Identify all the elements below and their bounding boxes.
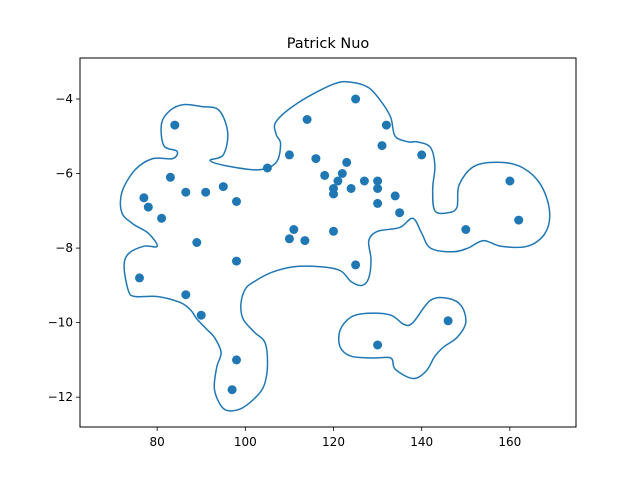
data-point [320, 170, 330, 180]
data-point [329, 189, 338, 199]
data-point [139, 193, 149, 203]
y-tick-label: −10 [48, 316, 73, 330]
data-point [300, 236, 310, 246]
y-tick-label: −4 [55, 92, 73, 106]
data-point [381, 120, 391, 130]
x-tick-label: 120 [322, 435, 345, 449]
data-point [342, 157, 352, 167]
data-point [417, 150, 427, 160]
data-point [196, 310, 206, 320]
data-point [135, 273, 144, 283]
data-point [373, 184, 383, 193]
data-point [505, 176, 515, 186]
x-tick-label: 160 [498, 435, 521, 449]
data-point [359, 176, 369, 186]
data-point [157, 213, 167, 223]
data-point [192, 238, 202, 247]
data-point [201, 187, 211, 197]
data-point [232, 355, 241, 365]
data-point [373, 198, 383, 208]
y-tick-label: −8 [55, 241, 73, 255]
data-point [346, 184, 356, 193]
data-point [337, 169, 347, 178]
data-point [373, 340, 383, 350]
data-point [170, 120, 180, 130]
data-point [289, 225, 299, 234]
data-point [351, 94, 361, 104]
data-point [284, 234, 294, 244]
data-point [181, 290, 191, 300]
y-tick-label: −6 [55, 167, 73, 181]
data-point [443, 316, 453, 326]
data-point [390, 191, 400, 201]
data-point [181, 187, 191, 197]
data-point [377, 141, 387, 151]
density-contour-line [338, 296, 467, 380]
data-point [262, 163, 272, 173]
data-point [333, 176, 343, 186]
data-point [284, 150, 294, 160]
data-point [232, 197, 241, 206]
chart-title: Patrick Nuo [287, 36, 370, 52]
data-point [143, 202, 153, 212]
data-point [514, 215, 524, 225]
plot-frame [79, 57, 577, 428]
data-point [232, 256, 241, 266]
data-point [329, 226, 338, 236]
data-point [311, 154, 321, 164]
data-point [395, 208, 405, 218]
density-contour-line [119, 80, 551, 412]
x-tick-label: 100 [234, 435, 257, 449]
data-point [302, 115, 312, 124]
data-point [351, 260, 361, 270]
data-point [227, 385, 237, 395]
data-point [218, 182, 228, 192]
data-point [461, 225, 471, 234]
x-tick-label: 140 [410, 435, 433, 449]
data-point [373, 176, 383, 186]
x-tick-label: 80 [150, 435, 165, 449]
data-point [165, 172, 175, 182]
y-tick-label: −12 [48, 390, 73, 404]
